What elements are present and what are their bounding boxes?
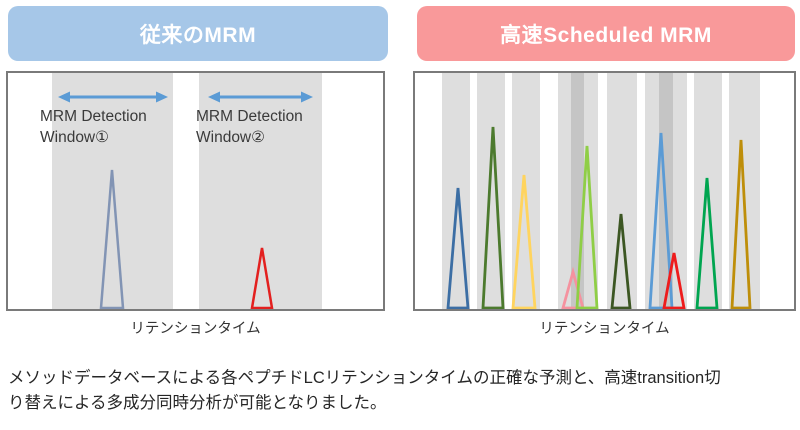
mrm-detection-window-1-line2: Window①: [40, 129, 110, 146]
scheduled-mrm-chromatogram: [442, 73, 760, 309]
window-range-arrowhead-right: [301, 91, 313, 103]
mrm-detection-window-1-line1: MRM Detection: [40, 108, 147, 125]
chromatogram-peak: [99, 169, 125, 309]
window-range-arrowhead-right: [156, 91, 168, 103]
header-conventional-mrm-label: 従来のMRM: [139, 23, 257, 47]
figure-caption: メソッドデータベースによる各ペプチドLCリテンションタイムの正確な予測と、高速t…: [8, 366, 798, 416]
chromatogram-peak: [575, 145, 599, 309]
scheduled-mrm-chromatogram-panel: [413, 71, 796, 311]
chromatogram-peak: [511, 174, 537, 309]
header-scheduled-mrm-label: 高速Scheduled MRM: [500, 23, 712, 47]
figure-caption-line1: メソッドデータベースによる各ペプチドLCリテンションタイムの正確な予測と、高速t…: [8, 369, 721, 387]
chromatogram-peak: [446, 187, 470, 309]
chromatogram-peak: [610, 213, 632, 309]
chromatogram-peak: [695, 177, 719, 309]
header-scheduled-mrm: 高速Scheduled MRM: [417, 6, 795, 61]
window-range-arrowhead-left: [208, 91, 220, 103]
detection-window-band: [199, 73, 322, 309]
window-range-arrowhead-left: [58, 91, 70, 103]
chromatogram-peak: [662, 252, 686, 309]
retention-time-axis-label-left: リテンションタイム: [130, 321, 261, 337]
header-conventional-mrm: 従来のMRM: [8, 6, 388, 61]
conventional-mrm-chromatogram-panel: MRM Detection Window① MRM Detection Wind…: [6, 71, 385, 311]
mrm-detection-window-1-label: MRM Detection Window①: [40, 106, 147, 148]
mrm-detection-window-2-label: MRM Detection Window②: [196, 106, 303, 148]
chromatogram-peak: [730, 139, 752, 309]
conventional-mrm-chromatogram: [52, 73, 322, 309]
retention-time-axis-label-right: リテンションタイム: [539, 321, 670, 337]
detection-window-band: [607, 73, 637, 309]
detection-window-band: [659, 73, 687, 309]
chromatogram-peak: [648, 132, 674, 309]
figure-caption-line2: り替えによる多成分同時分析が可能となりました。: [8, 394, 387, 412]
mrm-detection-window-2-line1: MRM Detection: [196, 108, 303, 125]
chromatogram-peak: [481, 126, 505, 309]
chromatogram-peak: [250, 247, 274, 309]
mrm-detection-window-2-line2: Window②: [196, 129, 266, 146]
